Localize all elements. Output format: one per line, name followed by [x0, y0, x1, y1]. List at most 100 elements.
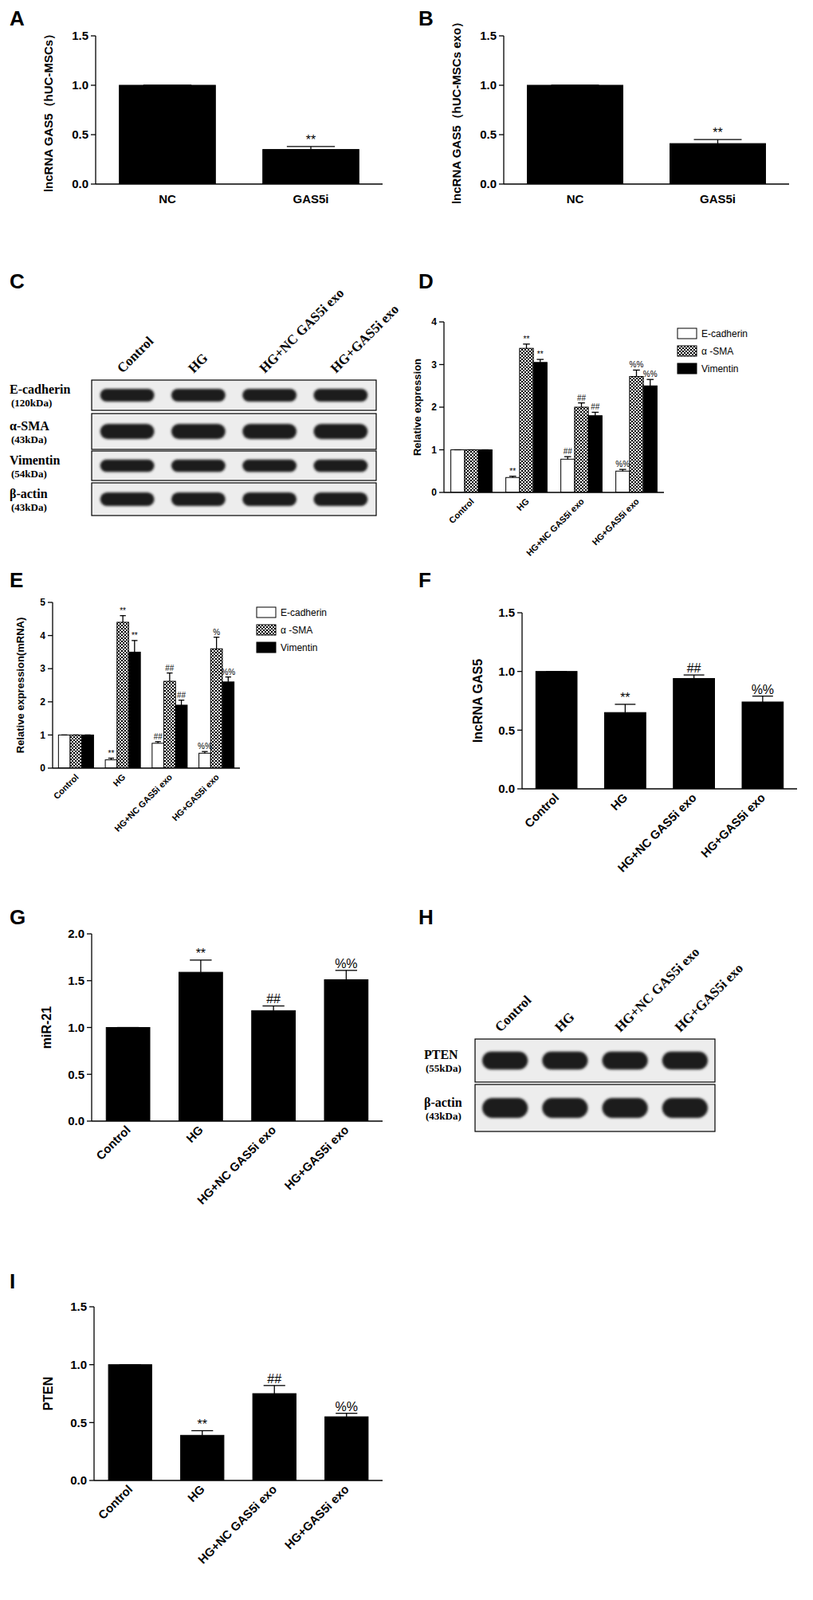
blot-row [91, 413, 377, 450]
annotation: ** [537, 349, 544, 359]
bar [478, 450, 492, 494]
blot-row-size: (43kDa) [11, 501, 48, 514]
y-axis-label: Relative expression [411, 358, 424, 456]
error-line [180, 700, 182, 706]
plot-area [451, 344, 658, 493]
error-bar [646, 379, 654, 386]
y-tick-label: 1.0 [71, 78, 89, 92]
bar [506, 477, 520, 493]
y-tick-label: 0 [431, 487, 437, 499]
error-cap [143, 84, 192, 86]
panel-label: E [9, 568, 24, 593]
annotation: ** [620, 691, 630, 705]
x-tick-label: Control [447, 496, 476, 526]
y-tick [498, 84, 504, 86]
plot-area [106, 960, 369, 1122]
y-axis-label: Relative expression(mRNA) [14, 617, 27, 755]
bar [533, 362, 547, 493]
x-axis [95, 183, 383, 185]
bar [152, 743, 165, 769]
y-tick [439, 321, 444, 323]
y-tick-label: 1.0 [498, 664, 515, 679]
annotation: ## [590, 402, 601, 412]
error-cap [213, 636, 220, 638]
y-axis [93, 1307, 95, 1481]
x-axis [52, 767, 240, 769]
plot-area [535, 671, 784, 790]
blot-band [242, 492, 297, 507]
y-tick-label: 0.0 [479, 176, 497, 191]
error-bar [481, 449, 489, 451]
error-bar [201, 751, 208, 754]
error-bar [545, 671, 567, 672]
error-cap [155, 741, 162, 743]
panel-label: I [9, 1269, 16, 1294]
error-bar [213, 637, 220, 650]
y-tick-label: 1.5 [67, 974, 85, 988]
error-line [345, 970, 347, 981]
blot-row-size: (43kDa) [425, 1110, 462, 1123]
x-tick-label: Control [51, 772, 81, 802]
x-tick-label: HG+GAS5i exo [698, 790, 768, 861]
x-tick-label: NC [566, 192, 585, 206]
bar [164, 681, 177, 769]
blot-lane-label: HG+GAS5i exo [671, 960, 747, 1035]
y-tick-label: 0 [39, 762, 46, 774]
x-tick-label: Control [95, 1482, 136, 1523]
error-bar [683, 675, 705, 679]
error-bar [335, 970, 358, 981]
blot-band [542, 1098, 588, 1119]
bar [604, 712, 647, 790]
bar [222, 682, 235, 769]
error-cap [467, 449, 476, 451]
blot-band [662, 1098, 708, 1119]
error-bar [467, 449, 476, 451]
error-cap [73, 734, 79, 736]
blot-band [542, 1052, 588, 1071]
legend-swatch [256, 624, 276, 636]
legend-label: α -SMA [280, 624, 313, 637]
error-bar [262, 1005, 284, 1011]
error-line [717, 139, 719, 144]
y-tick [517, 730, 523, 731]
error-cap [632, 369, 641, 371]
annotation: ## [153, 732, 164, 742]
x-tick-label: HG+GAS5i exo [589, 496, 641, 548]
panel-label: G [9, 905, 26, 930]
y-tick-label: 0.5 [71, 127, 89, 142]
error-bar [73, 734, 79, 736]
blot-band [602, 1098, 649, 1119]
error-cap [522, 343, 531, 345]
error-bar [119, 1364, 142, 1366]
error-bar [752, 696, 774, 703]
error-cap [481, 449, 489, 451]
error-cap [131, 640, 138, 641]
y-tick [439, 364, 444, 366]
y-tick-label: 3 [39, 663, 46, 675]
error-line [201, 1431, 203, 1437]
bar [251, 1010, 296, 1122]
x-tick-label: HG [608, 790, 631, 813]
bar [527, 85, 624, 185]
bar [82, 734, 95, 769]
blot-row [91, 483, 377, 516]
x-tick-label: HG+NC GAS5i exo [194, 1123, 279, 1207]
y-tick-label: 1.5 [71, 28, 89, 43]
blot-band [171, 424, 226, 440]
blot-row [475, 1039, 715, 1083]
y-tick [47, 668, 53, 670]
y-tick-label: 4 [431, 316, 437, 328]
legend-swatch [677, 328, 697, 339]
blot-row [91, 380, 377, 411]
x-tick-label: HG+NC GAS5i exo [112, 772, 174, 834]
annotation: ** [119, 606, 126, 616]
blot-band [662, 1052, 708, 1071]
y-tick-label: 1 [39, 730, 46, 742]
blot-row [475, 1084, 715, 1132]
y-tick [47, 701, 53, 703]
x-tick-label: GAS5i [292, 192, 329, 206]
y-tick-label: 1.0 [479, 78, 497, 92]
error-bar [108, 758, 114, 761]
blot-row-label: E-cadherin [9, 382, 71, 397]
x-tick-label: HG [184, 1482, 208, 1505]
